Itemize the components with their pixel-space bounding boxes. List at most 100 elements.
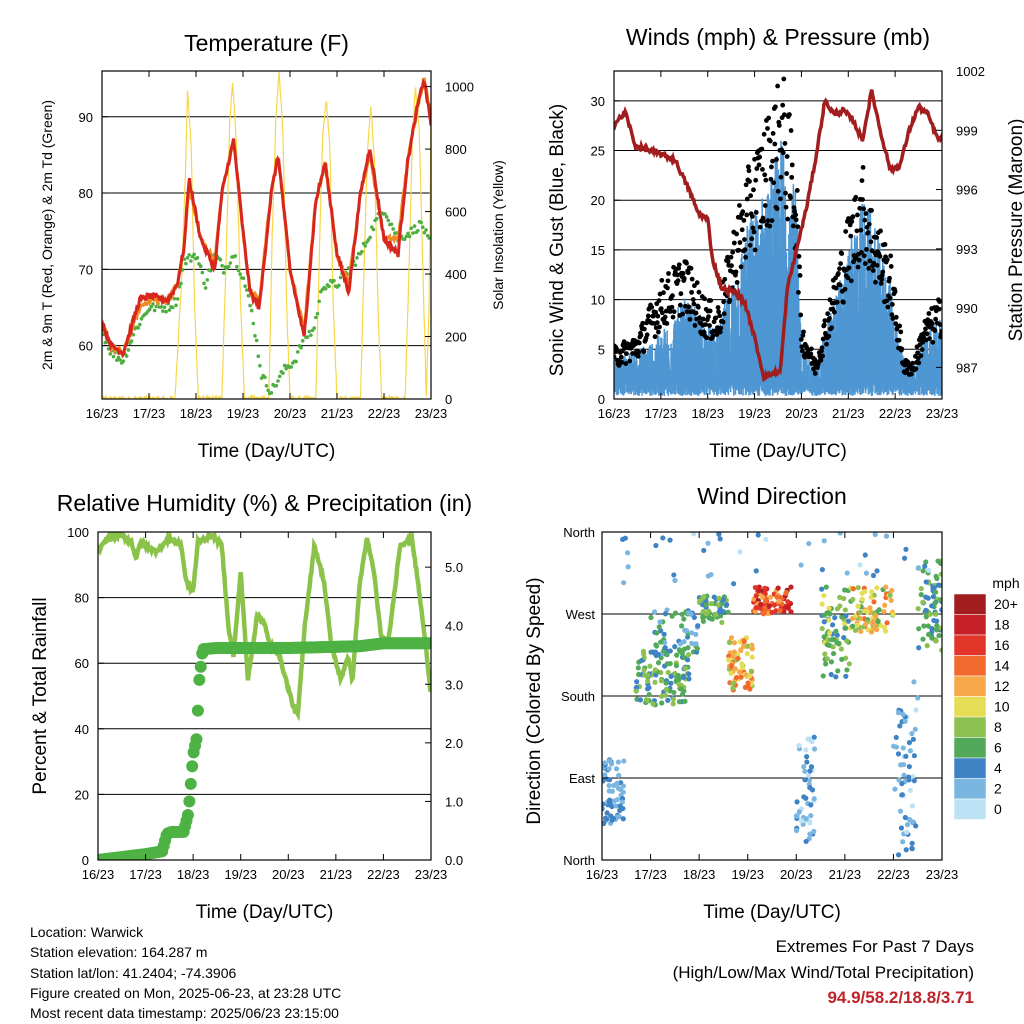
wind-gust-point	[776, 123, 782, 128]
direction-point	[915, 606, 921, 612]
wind-gust-point	[797, 264, 802, 270]
wind-gust-point	[720, 319, 726, 325]
direction-point	[859, 596, 865, 602]
colorbar-label: 20+	[994, 596, 1018, 612]
direction-point	[657, 619, 663, 625]
dewpoint-point	[139, 317, 144, 321]
direction-point	[684, 657, 691, 663]
dewpoint-point	[386, 218, 391, 223]
direction-xtick-label: 17/23	[634, 867, 667, 882]
wind-gust-point	[689, 289, 694, 295]
wind-gust-point	[799, 348, 805, 354]
direction-point	[862, 589, 868, 595]
wind-gust-point	[916, 360, 922, 366]
wind-gust-point	[878, 281, 884, 286]
direction-point	[647, 663, 653, 669]
direction-point	[798, 562, 804, 568]
direction-point	[828, 659, 835, 665]
dewpoint-point	[220, 263, 224, 268]
direction-point	[619, 799, 625, 805]
direction-point	[897, 723, 903, 729]
wind-gust-point	[933, 316, 939, 322]
direction-point	[808, 802, 814, 808]
temperature-frame	[101, 70, 432, 400]
direction-point	[935, 582, 942, 588]
wind-gust-point	[742, 247, 748, 253]
direction-point	[909, 803, 916, 809]
wind-gust-point	[838, 261, 844, 267]
direction-point	[651, 609, 658, 615]
wind-gust-point	[704, 335, 710, 341]
winds-xtick-label: 21/23	[832, 406, 865, 421]
wind-gust-point	[790, 223, 796, 229]
direction-point	[843, 613, 849, 619]
dewpoint-point	[256, 354, 261, 359]
temperature-ytick-label: 80	[79, 186, 93, 201]
wind-gust-point	[855, 212, 860, 218]
wind-gust-point	[767, 223, 773, 229]
direction-point	[868, 594, 874, 600]
dewpoint-point	[248, 303, 252, 308]
wind-gust-point	[655, 313, 661, 319]
dewpoint-point	[192, 252, 196, 257]
precip-point	[193, 673, 206, 686]
direction-point	[613, 766, 620, 772]
direction-point	[653, 642, 659, 648]
dewpoint-point	[126, 348, 131, 352]
direction-point	[703, 602, 709, 608]
direction-point	[824, 656, 830, 662]
direction-xtick-label: 18/23	[683, 867, 716, 882]
direction-point	[921, 623, 927, 629]
wind-gust-point	[826, 333, 832, 339]
direction-point	[909, 840, 915, 846]
direction-point	[731, 649, 737, 655]
wind-gust-point	[736, 203, 742, 208]
direction-point	[709, 616, 715, 622]
dewpoint-point	[389, 222, 394, 227]
direction-point	[783, 604, 789, 610]
winds-ytick-right-label: 990	[956, 301, 978, 316]
wind-gust-point	[653, 309, 659, 315]
extremes-subheading: (High/Low/Max Wind/Total Precipitation)	[672, 962, 974, 982]
direction-point	[638, 657, 645, 664]
wind-gust-point	[767, 138, 773, 144]
wind-gust-point	[744, 196, 750, 202]
direction-ytick-label: South	[561, 689, 595, 704]
direction-point	[867, 605, 873, 611]
direction-point	[688, 630, 695, 636]
direction-point	[678, 686, 684, 692]
direction-point	[689, 640, 695, 646]
direction-point	[888, 597, 894, 604]
dewpoint-point	[198, 264, 203, 269]
direction-point	[611, 782, 617, 789]
wind-gust-point	[688, 265, 694, 271]
wind-gust-point	[768, 176, 774, 182]
direction-point	[925, 595, 931, 601]
direction-point	[679, 691, 686, 697]
wind-gust-point	[618, 354, 624, 360]
wind-gust-point	[808, 351, 814, 357]
direction-point	[749, 646, 755, 652]
wind-gust-point	[623, 351, 629, 356]
winds-ytick-label: 0	[598, 392, 605, 407]
extremes-values: 94.9/58.2/18.8/3.71	[827, 988, 974, 1007]
direction-point	[794, 813, 800, 819]
wind-gust-point	[862, 261, 868, 266]
direction-point	[776, 598, 782, 604]
wind-gust-point	[774, 157, 779, 162]
direction-point	[671, 689, 677, 696]
wind-gust-point	[746, 168, 752, 174]
direction-point	[602, 801, 606, 807]
precip-point	[424, 637, 431, 650]
direction-point	[658, 678, 664, 684]
wind-gust-point	[727, 297, 733, 303]
direction-point	[934, 575, 940, 582]
temperature-chart: Temperature (F) 16/23 17/23 18/23 19/23 20/23…	[39, 30, 506, 462]
direction-point	[624, 550, 631, 556]
direction-point	[887, 592, 893, 598]
winds-ytick-label: 30	[591, 94, 605, 109]
direction-point	[811, 734, 817, 740]
dewpoint-point	[159, 305, 164, 309]
wind-gust-point	[896, 337, 902, 343]
temperature-title: Temperature (F)	[184, 30, 349, 56]
